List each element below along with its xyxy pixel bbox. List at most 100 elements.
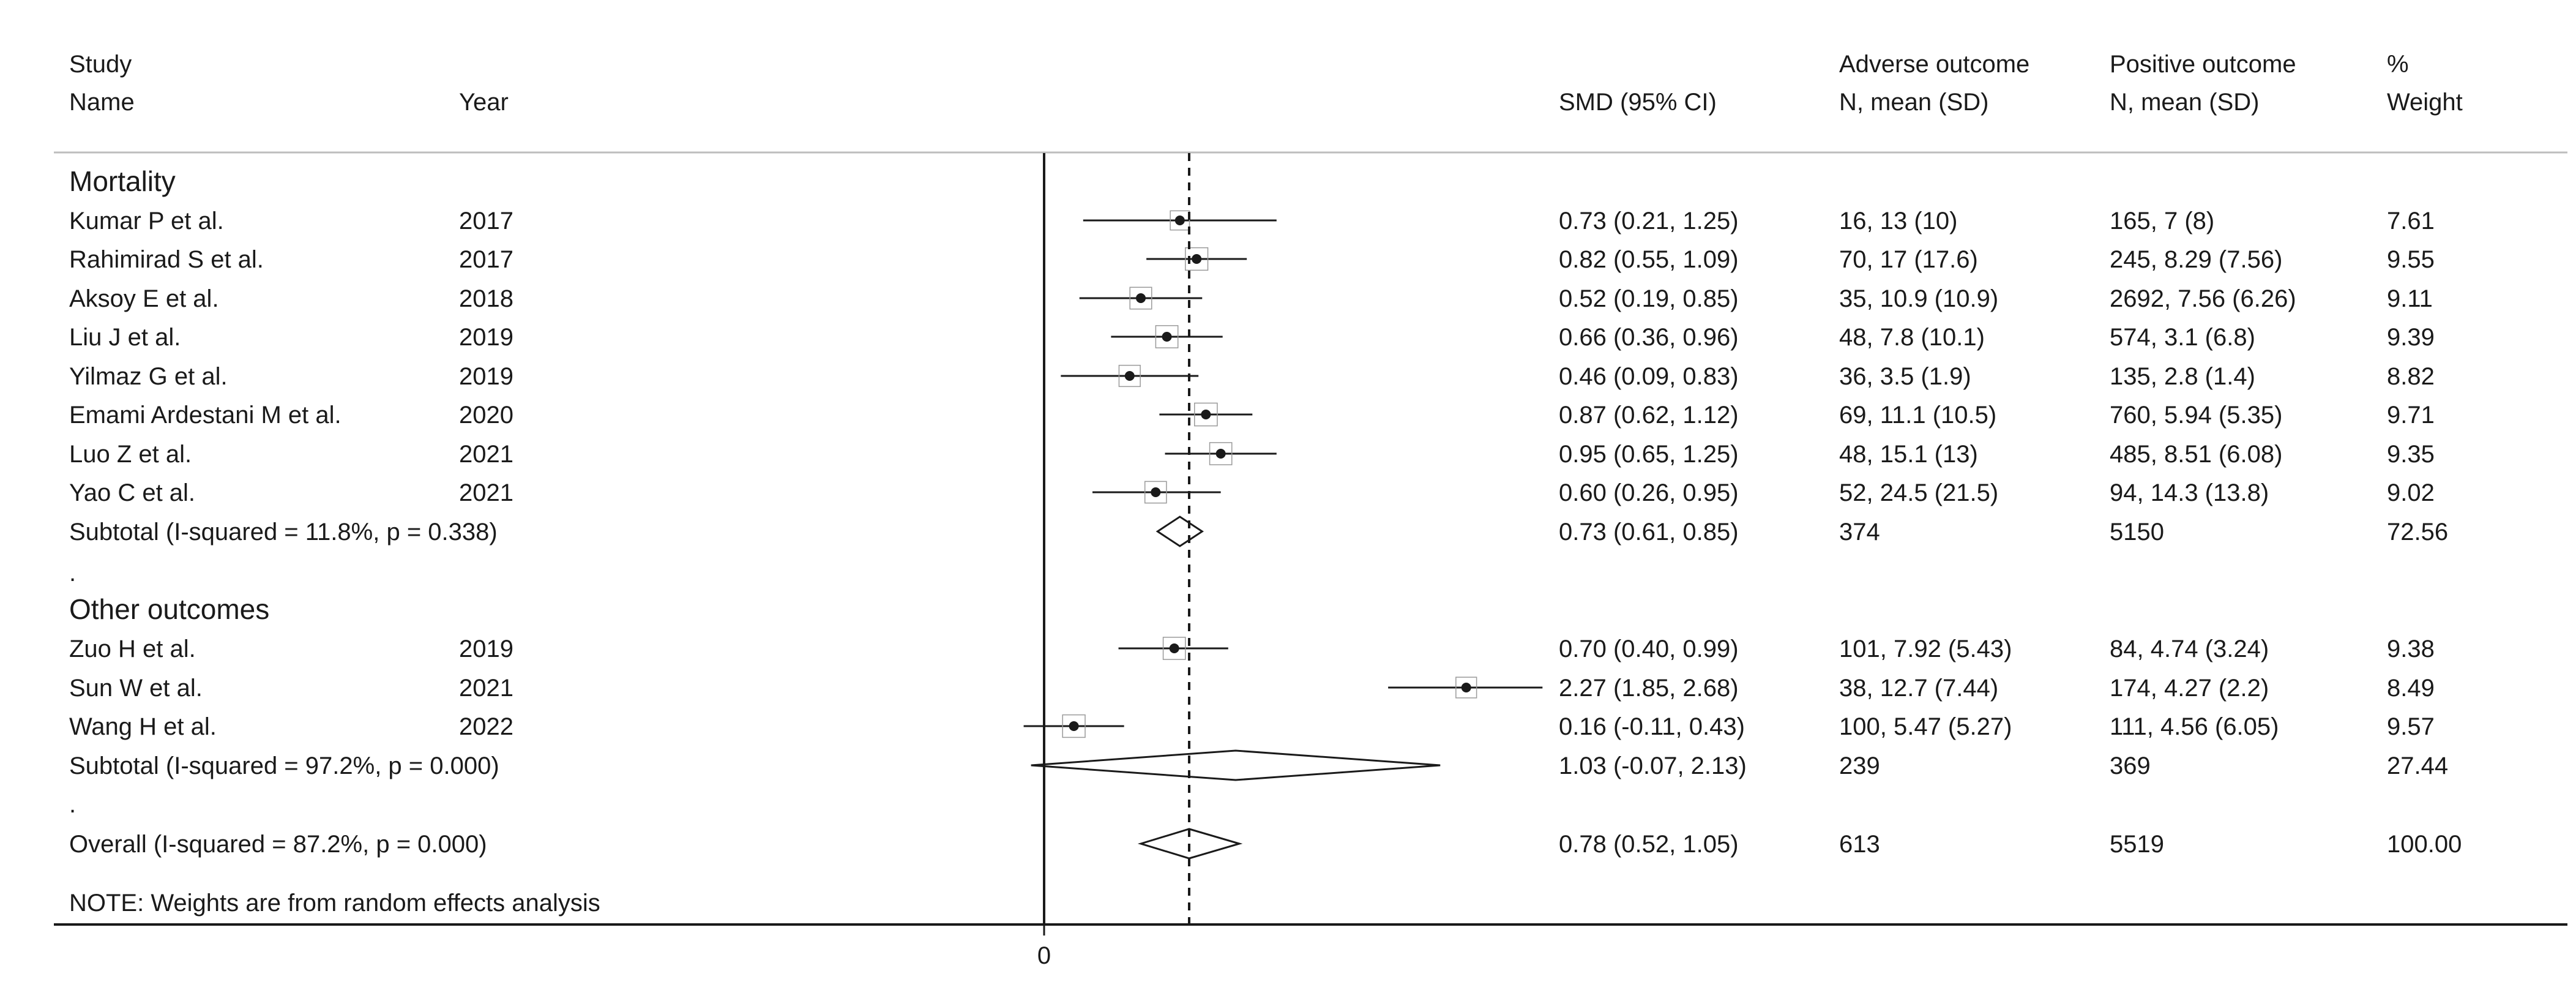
- study-year: 2021: [459, 441, 513, 468]
- study-label: Liu J et al.: [69, 324, 181, 351]
- group-heading: Mortality: [69, 165, 176, 197]
- study-label: Wang H et al.: [69, 713, 217, 740]
- study-year: 2019: [459, 363, 513, 390]
- smd-ci-value: 2.27 (1.85, 2.68): [1559, 675, 1739, 702]
- smd-ci-value: 0.82 (0.55, 1.09): [1559, 246, 1739, 273]
- smd-ci-value: 0.70 (0.40, 0.99): [1559, 636, 1739, 662]
- study-label: Yao C et al.: [69, 479, 195, 506]
- spacer-dot: .: [69, 791, 76, 818]
- study-label: Sun W et al.: [69, 675, 203, 702]
- positive-outcome-value: 84, 4.74 (3.24): [2110, 636, 2269, 662]
- positive-outcome-value: 369: [2110, 752, 2151, 779]
- study-label: Kumar P et al.: [69, 208, 224, 234]
- spacer-dot: .: [69, 560, 76, 587]
- header-positive: Positive outcome: [2110, 51, 2296, 78]
- adverse-outcome-value: 48, 15.1 (13): [1839, 441, 1978, 468]
- study-label: Aksoy E et al.: [69, 285, 219, 312]
- adverse-outcome-value: 613: [1839, 831, 1880, 858]
- positive-outcome-value: 2692, 7.56 (6.26): [2110, 285, 2296, 312]
- positive-outcome-value: 760, 5.94 (5.35): [2110, 402, 2282, 429]
- point-estimate: [1461, 683, 1471, 692]
- weight-value: 9.02: [2387, 479, 2435, 506]
- adverse-outcome-value: 100, 5.47 (5.27): [1839, 713, 2012, 740]
- positive-outcome-value: 174, 4.27 (2.2): [2110, 675, 2269, 702]
- weight-box: [1194, 402, 1218, 427]
- study-year: 2017: [459, 208, 513, 234]
- study-year: 2021: [459, 479, 513, 506]
- header-adverse: Adverse outcome: [1839, 51, 2029, 78]
- subtotal-label: Subtotal (I-squared = 11.8%, p = 0.338): [69, 519, 498, 546]
- adverse-outcome-value: 374: [1839, 519, 1880, 546]
- weight-value: 8.49: [2387, 675, 2435, 702]
- point-estimate: [1169, 643, 1179, 653]
- positive-outcome-value: 245, 8.29 (7.56): [2110, 246, 2282, 273]
- header-study: Study: [69, 51, 132, 78]
- adverse-outcome-value: 16, 13 (10): [1839, 208, 1957, 234]
- point-estimate: [1136, 293, 1146, 303]
- adverse-outcome-value: 48, 7.8 (10.1): [1839, 324, 1985, 351]
- adverse-outcome-value: 35, 10.9 (10.9): [1839, 285, 1998, 312]
- adverse-outcome-value: 239: [1839, 752, 1880, 779]
- adverse-outcome-value: 69, 11.1 (10.5): [1839, 402, 1996, 429]
- point-estimate: [1124, 371, 1135, 381]
- smd-ci-value: 0.52 (0.19, 0.85): [1559, 285, 1739, 312]
- positive-outcome-value: 5519: [2110, 831, 2164, 858]
- weight-box: [1062, 714, 1086, 738]
- weight-box: [1144, 481, 1167, 504]
- weight-box: [1209, 442, 1233, 465]
- positive-outcome-value: 165, 7 (8): [2110, 208, 2214, 234]
- weight-box: [1162, 637, 1186, 660]
- weight-box: [1170, 210, 1190, 231]
- smd-ci-value: 0.73 (0.61, 0.85): [1559, 519, 1739, 546]
- study-label: Rahimirad S et al.: [69, 246, 264, 273]
- study-label: Zuo H et al.: [69, 636, 196, 662]
- smd-ci-value: 1.03 (-0.07, 2.13): [1559, 752, 1747, 779]
- weight-value: 9.39: [2387, 324, 2435, 351]
- smd-ci-value: 0.46 (0.09, 0.83): [1559, 363, 1739, 390]
- point-estimate: [1192, 254, 1202, 264]
- positive-outcome-value: 485, 8.51 (6.08): [2110, 441, 2282, 468]
- header-smd: SMD (95% CI): [1559, 89, 1717, 116]
- point-estimate: [1174, 216, 1185, 225]
- point-estimate: [1151, 487, 1161, 497]
- header-weight: Weight: [2387, 89, 2463, 116]
- smd-ci-value: 0.78 (0.52, 1.05): [1559, 831, 1739, 858]
- adverse-outcome-value: 52, 24.5 (21.5): [1839, 479, 1998, 506]
- overall-label: Overall (I-squared = 87.2%, p = 0.000): [69, 831, 487, 858]
- study-year: 2017: [459, 246, 513, 273]
- adverse-outcome-value: 36, 3.5 (1.9): [1839, 363, 1971, 390]
- smd-ci-value: 0.87 (0.62, 1.12): [1559, 402, 1739, 429]
- point-estimate: [1069, 721, 1079, 731]
- study-label: Yilmaz G et al.: [69, 363, 228, 390]
- header-weight-symbol: %: [2387, 51, 2409, 78]
- positive-outcome-value: 135, 2.8 (1.4): [2110, 363, 2255, 390]
- weight-box: [1185, 247, 1209, 271]
- study-year: 2019: [459, 324, 513, 351]
- smd-ci-value: 0.16 (-0.11, 0.43): [1559, 713, 1745, 740]
- header-year: Year: [459, 89, 509, 116]
- smd-ci-value: 0.66 (0.36, 0.96): [1559, 324, 1739, 351]
- study-year: 2021: [459, 675, 513, 702]
- weight-value: 7.61: [2387, 208, 2435, 234]
- subtotal-diamond: [1031, 749, 1441, 781]
- point-estimate: [1201, 410, 1211, 419]
- forest-rows: Mortality Kumar P et al. 2017 0.73 (0.21, 1…: [69, 165, 2462, 860]
- study-year: 2020: [459, 402, 513, 429]
- point-estimate: [1215, 449, 1226, 459]
- weight-value: 9.55: [2387, 246, 2435, 273]
- positive-outcome-value: 574, 3.1 (6.8): [2110, 324, 2255, 351]
- weight-box: [1455, 677, 1477, 699]
- adverse-outcome-value: 70, 17 (17.6): [1839, 246, 1978, 273]
- weight-value: 9.71: [2387, 402, 2435, 429]
- study-year: 2018: [459, 285, 513, 312]
- positive-outcome-value: 5150: [2110, 519, 2164, 546]
- footnote: NOTE: Weights are from random effects an…: [69, 890, 600, 917]
- x-axis-tick-label: 0: [1037, 942, 1051, 969]
- study-label: Luo Z et al.: [69, 441, 192, 468]
- study-year: 2022: [459, 713, 513, 740]
- header-adverse-unit: N, mean (SD): [1839, 89, 1989, 116]
- weight-box: [1155, 325, 1179, 348]
- weight-value: 100.00: [2387, 831, 2462, 858]
- study-year: 2019: [459, 636, 513, 662]
